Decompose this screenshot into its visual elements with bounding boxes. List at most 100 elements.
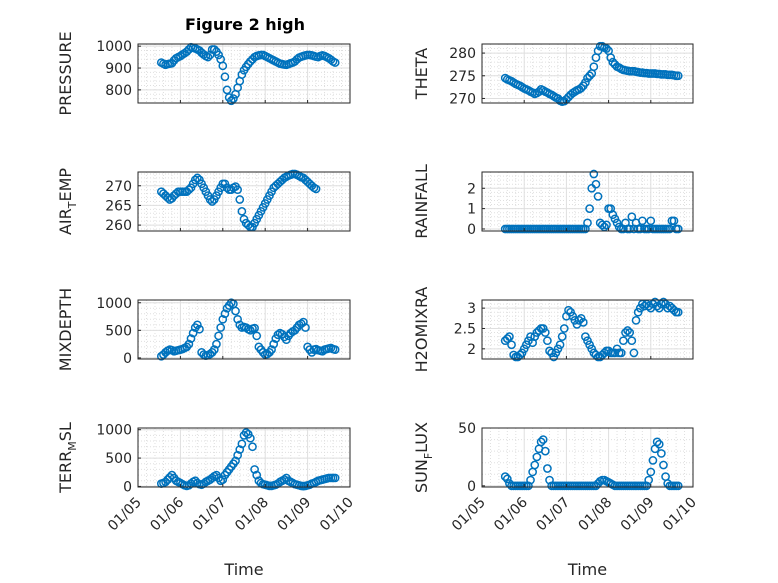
data-point bbox=[220, 309, 230, 319]
y-tick-label: 1000 bbox=[96, 296, 132, 312]
data-point bbox=[623, 326, 632, 335]
data-point bbox=[543, 336, 552, 346]
data-point bbox=[212, 339, 221, 349]
data-point bbox=[233, 185, 242, 195]
plot-area bbox=[482, 300, 693, 359]
data-point bbox=[530, 460, 540, 470]
axes-box bbox=[481, 171, 694, 232]
data-point bbox=[559, 324, 569, 333]
data-point bbox=[648, 456, 658, 465]
data-point bbox=[231, 306, 240, 316]
data-point bbox=[644, 224, 654, 234]
y-tick-label: 1 bbox=[467, 202, 476, 218]
data-point bbox=[299, 317, 308, 327]
data-point bbox=[576, 83, 586, 93]
data-point bbox=[665, 224, 675, 234]
data-point bbox=[673, 307, 683, 317]
data-point bbox=[657, 449, 666, 458]
data-point bbox=[301, 323, 310, 332]
data-point bbox=[585, 71, 594, 81]
x-axis-label: Time bbox=[567, 560, 607, 579]
y-tick-label: 0 bbox=[123, 479, 132, 495]
subplot-1: 800 900 1000 PRESSURE bbox=[56, 31, 351, 116]
data-point bbox=[581, 78, 590, 87]
data-point bbox=[621, 328, 630, 337]
data-point bbox=[534, 87, 544, 97]
data-point bbox=[602, 220, 611, 230]
data-point bbox=[654, 439, 664, 449]
data-point bbox=[214, 50, 223, 60]
data-point bbox=[597, 220, 607, 230]
y-tick-label: 265 bbox=[105, 198, 132, 214]
axes-box bbox=[137, 427, 351, 488]
data-point bbox=[536, 437, 546, 447]
data-point bbox=[246, 433, 255, 443]
data-point bbox=[646, 467, 656, 477]
y-tick-label: 500 bbox=[105, 451, 132, 467]
data-point bbox=[229, 94, 238, 103]
y-axis-label: TERRMSL bbox=[56, 422, 79, 494]
y-tick-label: 800 bbox=[105, 83, 132, 99]
data-point bbox=[235, 195, 245, 204]
subplot-6: 2 2.5 3 H2OMIXRA bbox=[412, 287, 694, 372]
data-point bbox=[619, 336, 628, 346]
data-point bbox=[602, 44, 611, 53]
data-point bbox=[627, 212, 637, 222]
data-point bbox=[543, 464, 552, 473]
data-point bbox=[507, 340, 516, 350]
data-point bbox=[218, 475, 228, 484]
data-point bbox=[248, 442, 257, 452]
data-point bbox=[540, 446, 550, 456]
axes-box bbox=[481, 43, 694, 104]
data-point bbox=[652, 437, 662, 447]
y-axis-label: MIXDEPTH bbox=[56, 288, 75, 371]
y-tick-label: 0 bbox=[467, 479, 476, 495]
data-point bbox=[267, 345, 276, 354]
data-point bbox=[252, 331, 262, 341]
data-point bbox=[578, 318, 588, 327]
y-tick-label: 2 bbox=[467, 181, 476, 197]
data-point bbox=[616, 348, 626, 358]
data-point bbox=[209, 345, 219, 354]
subplot-7: 0 500 1000 01/05 01/06 01/07 01/08 01/09 01/10 Ti… bbox=[56, 422, 357, 579]
data-point bbox=[585, 204, 594, 213]
data-point bbox=[218, 61, 228, 71]
data-point bbox=[593, 192, 603, 201]
data-point bbox=[555, 340, 565, 350]
subplot-3: 260 265 270 AIRTEMP bbox=[56, 168, 351, 235]
data-point bbox=[589, 62, 599, 72]
y-tick-label: 260 bbox=[105, 218, 132, 234]
data-point bbox=[195, 324, 204, 334]
x-tick-label: 01/05 bbox=[105, 495, 145, 535]
data-point bbox=[591, 179, 601, 189]
data-point bbox=[203, 52, 213, 62]
data-point bbox=[627, 336, 637, 346]
data-point bbox=[669, 216, 679, 226]
data-point bbox=[557, 332, 567, 341]
data-point bbox=[540, 328, 550, 337]
y-axis-label: AIRTEMP bbox=[56, 168, 79, 235]
y-tick-label: 500 bbox=[105, 323, 132, 339]
y-tick-label: 275 bbox=[449, 69, 476, 85]
data-point bbox=[606, 53, 616, 62]
x-tick-label: 01/10 bbox=[660, 495, 700, 535]
data-point bbox=[532, 452, 542, 462]
data-point bbox=[252, 470, 262, 480]
data-point bbox=[216, 323, 226, 332]
data-point bbox=[625, 224, 635, 234]
data-point bbox=[673, 71, 683, 81]
x-tick-label: 01/05 bbox=[449, 495, 489, 535]
data-point bbox=[207, 197, 217, 206]
x-tick-label: 01/07 bbox=[190, 495, 230, 535]
data-point bbox=[246, 325, 255, 335]
data-point bbox=[199, 50, 209, 59]
data-point bbox=[233, 314, 242, 324]
y-tick-label: 0 bbox=[467, 222, 476, 238]
data-point bbox=[505, 332, 514, 341]
data-point bbox=[526, 475, 535, 485]
x-tick-label: 01/10 bbox=[317, 495, 357, 535]
data-point bbox=[184, 185, 194, 195]
data-point bbox=[669, 305, 679, 315]
data-point bbox=[330, 345, 340, 354]
data-point bbox=[330, 58, 340, 67]
